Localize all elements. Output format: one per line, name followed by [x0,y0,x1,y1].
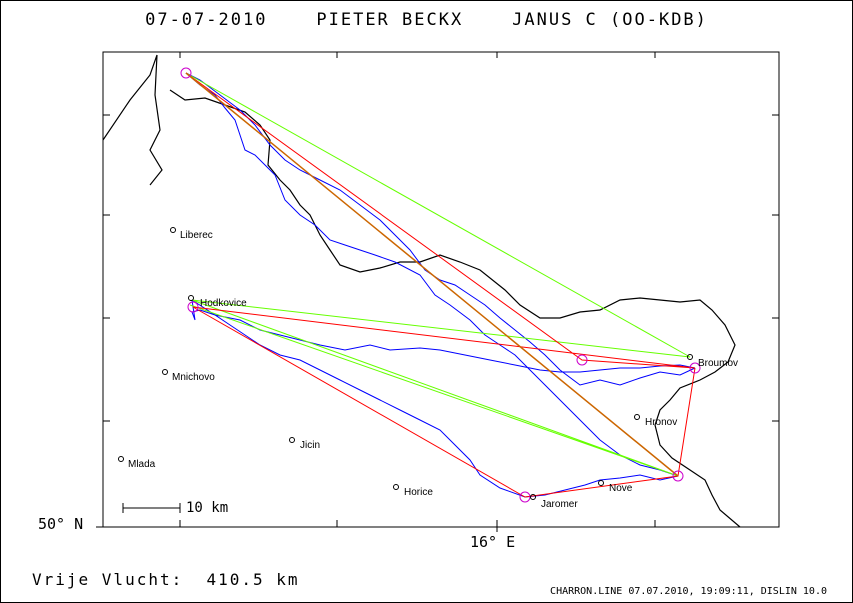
town-label: Hodkovice [200,298,247,309]
scale-bar-label: 10 km [186,500,229,516]
town-marker [188,295,194,301]
town-label: Jicin [300,440,320,451]
towns: Liberec Hodkovice Mnichovo Jicin Mlada H… [118,227,738,510]
town-marker [687,354,693,360]
flight-title: 07-07-2010 PIETER BECKX JANUS C (OO-KDB) [145,10,708,30]
country-border [102,54,741,528]
town-marker [634,414,640,420]
town-label: Broumov [698,358,738,369]
town-marker [393,484,399,490]
map-frame [102,51,780,528]
optimized-triangle [185,72,696,498]
turnpoints [180,67,701,503]
turnpoint-marker [576,354,588,366]
town-label: Horice [404,487,433,498]
turnpoint-marker [180,67,192,79]
town-marker [289,437,295,443]
turnpoint-marker [689,362,701,374]
flight-track [185,72,696,498]
town-label: Jaromer [541,499,578,510]
free-flight-distance: Vrije Vlucht: 410.5 km [32,570,300,589]
town-label: Liberec [180,230,213,241]
software-credit: CHARRON.LINE 07.07.2010, 19:09:11, DISLI… [550,586,827,597]
town-label: Mnichovo [172,372,215,383]
turnpoint-marker [672,470,684,482]
town-marker [162,369,168,375]
town-marker [170,227,176,233]
longitude-label: 16° E [470,533,516,551]
town-marker [530,494,536,500]
town-marker [118,456,124,462]
straight-leg [185,72,679,477]
town-label: Nove [609,483,633,494]
town-label: Hronov [645,417,677,428]
town-label: Mlada [128,459,156,470]
latitude-label: 50° N [38,515,84,533]
scale-bar [122,503,181,513]
axis-ticks [96,52,779,532]
town-marker [598,480,604,486]
turnpoint-marker [187,301,199,313]
